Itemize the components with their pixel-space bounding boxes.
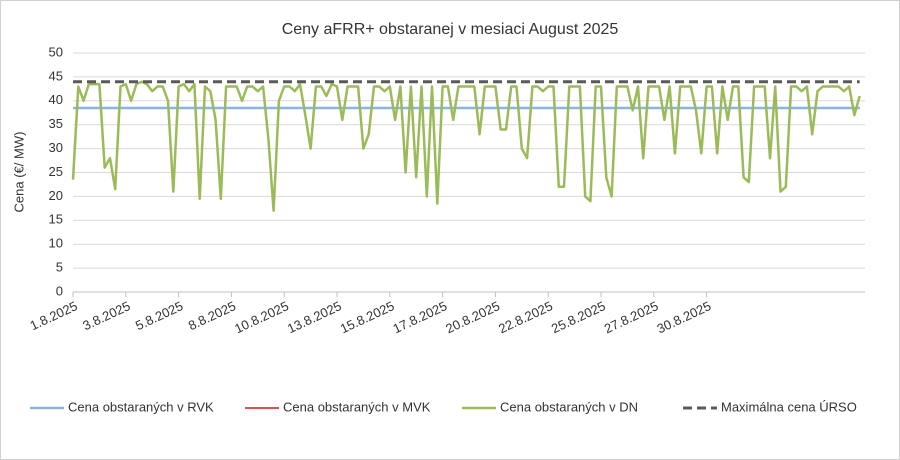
y-tick-label: 15	[49, 212, 63, 227]
y-tick-label: 50	[49, 44, 63, 59]
y-tick-label: 45	[49, 68, 63, 83]
legend-label: Cena obstaraných v RVK	[68, 399, 214, 414]
y-tick-label: 5	[56, 260, 63, 275]
legend-label: Cena obstaraných v DN	[500, 399, 638, 414]
y-tick-label: 10	[49, 236, 63, 251]
y-tick-label: 40	[49, 92, 63, 107]
legend-label: Cena obstaraných v MVK	[283, 399, 431, 414]
chart-title: Ceny aFRR+ obstaranej v mesiaci August 2…	[282, 21, 619, 38]
y-tick-label: 35	[49, 116, 63, 131]
y-tick-label: 30	[49, 140, 63, 155]
y-tick-label: 0	[56, 283, 63, 298]
legend-label: Maximálna cena ÚRSO	[721, 399, 857, 414]
series-line	[71, 80, 861, 212]
y-tick-label: 20	[49, 188, 63, 203]
y-axis-label: Cena (€/ MW)	[11, 132, 26, 213]
y-tick-label: 25	[49, 164, 63, 179]
